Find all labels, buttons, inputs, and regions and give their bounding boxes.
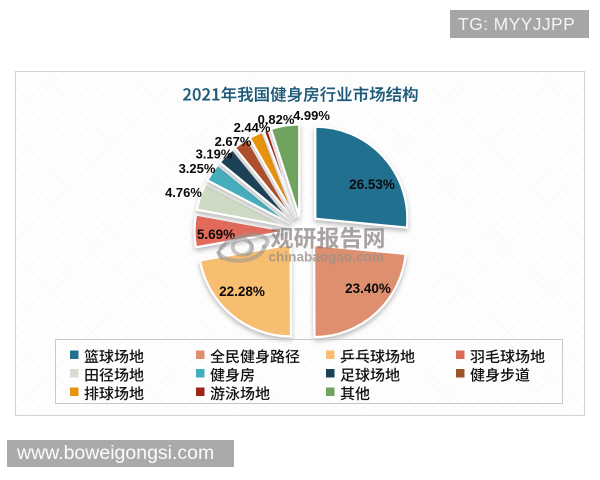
svg-text:5.69%: 5.69%: [197, 227, 235, 242]
svg-text:22.28%: 22.28%: [219, 284, 265, 299]
svg-text:26.53%: 26.53%: [349, 177, 395, 192]
svg-text:4.99%: 4.99%: [293, 108, 330, 123]
svg-text:3.25%: 3.25%: [179, 161, 216, 176]
svg-text:0.82%: 0.82%: [258, 112, 295, 127]
svg-text:3.19%: 3.19%: [196, 146, 233, 161]
svg-text:4.76%: 4.76%: [165, 185, 202, 200]
svg-text:chinabaogao.com: chinabaogao.com: [269, 250, 385, 265]
svg-text:2.67%: 2.67%: [215, 134, 252, 149]
svg-text:23.40%: 23.40%: [345, 281, 391, 296]
svg-text:2.44%: 2.44%: [234, 120, 271, 135]
